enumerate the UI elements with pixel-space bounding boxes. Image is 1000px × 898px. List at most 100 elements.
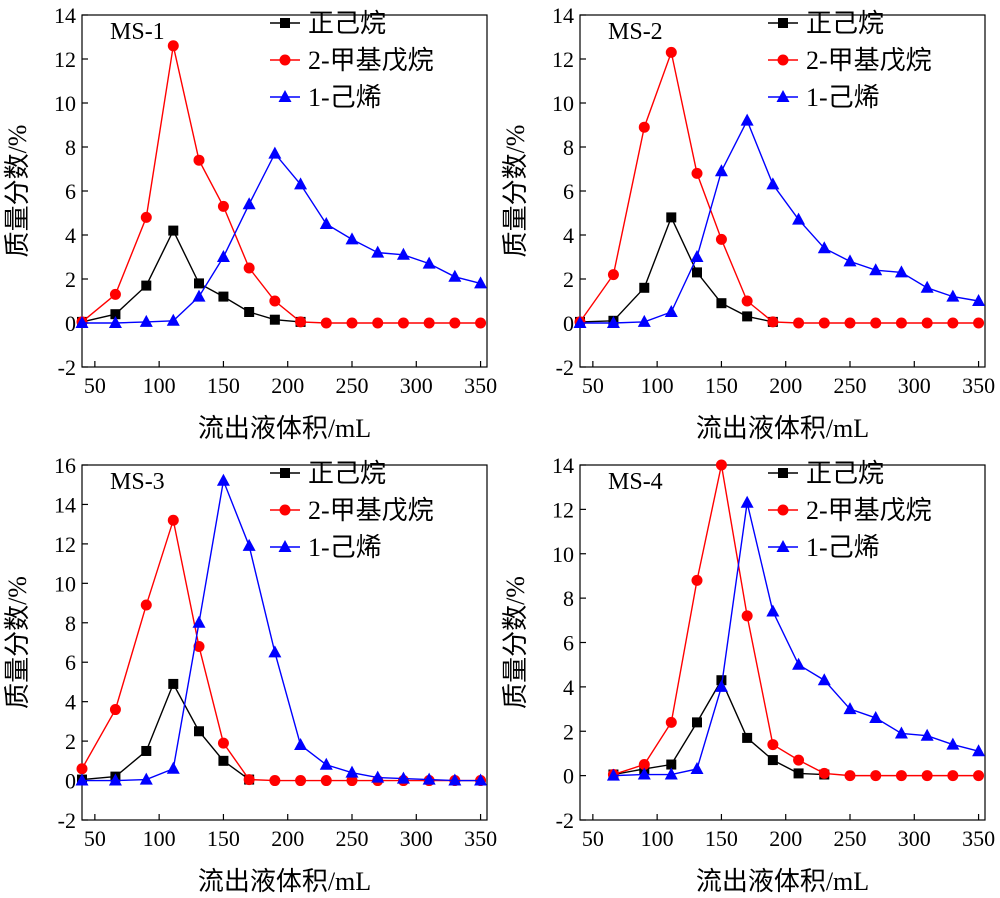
y-tick-label: 10	[54, 571, 76, 596]
data-point	[973, 770, 985, 782]
data-point	[792, 212, 806, 225]
y-tick-label: -2	[58, 355, 76, 380]
data-point	[109, 704, 121, 716]
data-point	[167, 40, 179, 52]
chart-panel-2: 50 100 150 200 250 300 350 -2 0 2 4 6 8 10 12 14 流出液体积/m…	[501, 3, 995, 443]
data-point	[818, 767, 830, 779]
data-point	[894, 265, 908, 278]
data-point	[371, 245, 385, 258]
data-point	[448, 269, 462, 282]
data-point	[346, 317, 358, 329]
data-point	[793, 317, 805, 329]
y-tick-label: 6	[563, 631, 574, 656]
legend-marker	[280, 468, 290, 478]
y-tick-label: 12	[54, 532, 76, 557]
y-tick-label: 4	[563, 223, 574, 248]
data-point	[269, 314, 280, 325]
legend-marker	[778, 468, 788, 478]
data-point	[168, 225, 179, 236]
legend-marker	[279, 504, 291, 516]
y-tick-label: 0	[563, 311, 574, 336]
data-point	[474, 276, 488, 289]
legend-label: 2-甲基戊烷	[806, 46, 932, 75]
panel-title: MS-2	[608, 19, 663, 45]
data-point	[108, 316, 122, 328]
data-point	[973, 317, 985, 329]
data-point	[692, 717, 702, 728]
x-tick-label: 50	[582, 826, 604, 851]
data-point	[972, 294, 986, 306]
data-point	[742, 732, 753, 743]
data-point	[692, 267, 702, 278]
data-point	[194, 278, 204, 289]
y-tick-label: 14	[54, 3, 76, 28]
x-tick-label: 350	[464, 373, 497, 398]
data-point	[895, 770, 907, 782]
data-point	[817, 241, 831, 254]
data-point	[242, 538, 256, 551]
data-point	[192, 615, 206, 628]
y-tick-label: 8	[65, 611, 76, 636]
data-point	[75, 773, 89, 786]
data-point	[397, 317, 409, 329]
data-point	[715, 233, 727, 245]
legend-label: 正己烷	[308, 459, 386, 488]
data-point	[319, 217, 333, 229]
data-point	[218, 755, 229, 766]
data-point	[139, 772, 153, 785]
data-point	[947, 317, 959, 329]
data-point	[740, 113, 754, 126]
data-point	[606, 768, 620, 781]
series-line	[81, 229, 301, 323]
data-point	[639, 282, 650, 293]
data-point	[946, 737, 960, 750]
x-tick-label: 150	[207, 373, 240, 398]
data-point	[320, 317, 332, 329]
y-tick-label: 8	[563, 586, 574, 611]
data-point	[638, 121, 650, 133]
series-line	[82, 152, 481, 324]
y-tick-label: 2	[65, 267, 76, 292]
data-point	[766, 604, 780, 617]
data-point	[792, 657, 806, 670]
data-point	[192, 289, 206, 302]
data-point	[690, 250, 704, 262]
data-point	[141, 745, 152, 756]
data-point	[844, 770, 856, 782]
data-point	[972, 744, 986, 757]
legend-label: 2-甲基戊烷	[308, 496, 434, 525]
data-point	[664, 767, 678, 780]
data-point	[75, 316, 89, 328]
series-3	[75, 473, 488, 786]
panel-title: MS-1	[110, 19, 165, 45]
data-point	[166, 761, 180, 774]
data-point	[194, 726, 204, 737]
data-point	[740, 495, 754, 508]
data-point	[638, 759, 650, 771]
y-tick-label: 2	[563, 719, 574, 744]
x-tick-label: 200	[769, 826, 802, 851]
x-axis-label: 流出液体积/mL	[198, 414, 371, 443]
legend-marker	[279, 54, 291, 66]
legend: 正己烷 2-甲基戊烷 1-己烯	[270, 9, 434, 112]
data-point	[843, 702, 857, 715]
legend-marker	[280, 18, 290, 28]
y-tick-label: 12	[54, 47, 76, 72]
legend: 正己烷 2-甲基戊烷 1-己烯	[768, 459, 932, 562]
series-line	[579, 215, 774, 323]
y-tick-label: 16	[54, 453, 76, 478]
data-point	[422, 772, 436, 785]
data-point	[767, 316, 779, 328]
data-point	[869, 263, 883, 276]
x-axis-label: 流出液体积/mL	[198, 867, 371, 896]
x-tick-label: 150	[705, 826, 738, 851]
legend-label: 2-甲基戊烷	[308, 46, 434, 75]
x-tick-label: 50	[84, 826, 106, 851]
legend-label: 1-己烯	[806, 533, 880, 562]
data-point	[396, 247, 410, 260]
y-tick-label: 4	[65, 223, 76, 248]
data-point	[870, 317, 882, 329]
series-1	[575, 212, 778, 327]
data-point	[921, 317, 933, 329]
